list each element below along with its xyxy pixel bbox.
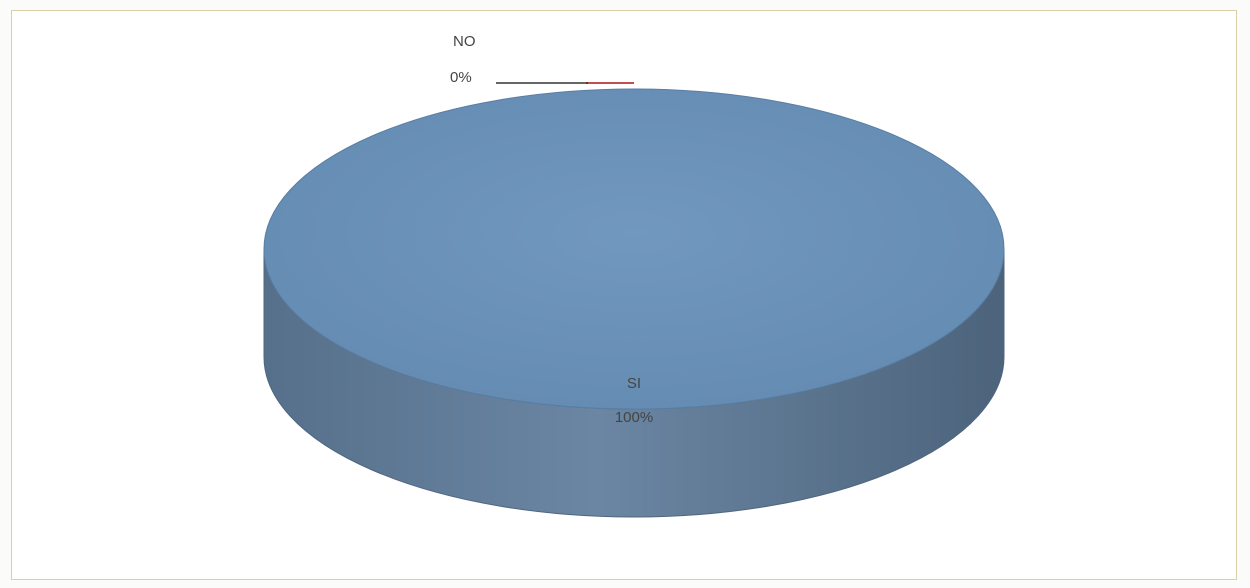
chart-frame: NO 0% SI 100% — [11, 10, 1237, 580]
label-no-name: NO — [453, 33, 476, 50]
slice-si-top — [263, 88, 1005, 410]
label-no-percent: 0% — [450, 69, 472, 86]
label-si-name: SI — [627, 375, 641, 392]
pie-chart: NO 0% SI 100% — [263, 33, 1005, 518]
label-si-percent: 100% — [615, 409, 653, 426]
